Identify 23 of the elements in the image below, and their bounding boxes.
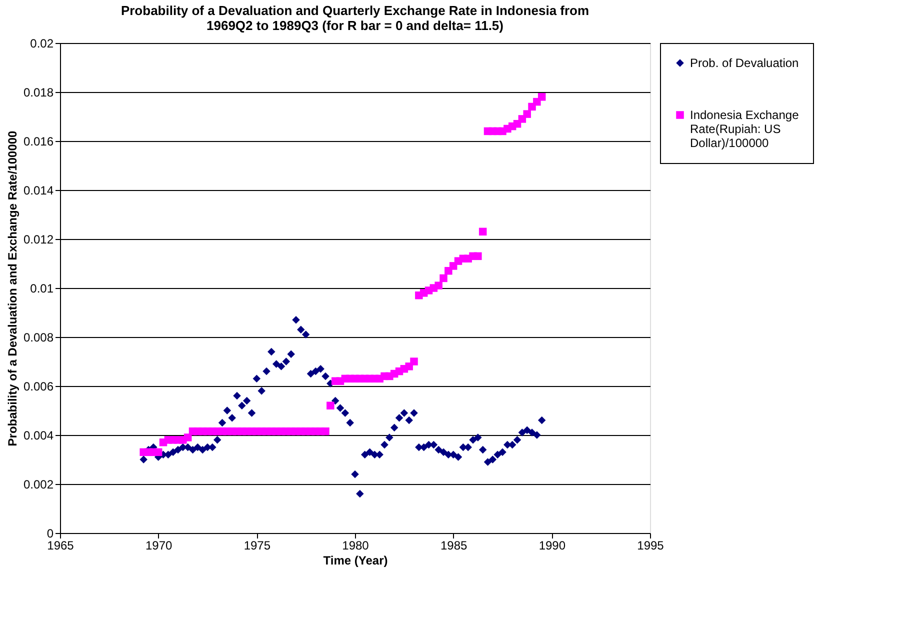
x-tick-label: 1970 — [145, 538, 173, 552]
y-tick-label: 0.018 — [23, 86, 54, 100]
y-tick-label: 0.002 — [23, 478, 54, 492]
y-tick-label: 0 — [46, 526, 54, 540]
y-tick-label: 0.016 — [23, 134, 54, 148]
x-tick-label: 1995 — [637, 538, 664, 552]
y-tick-label: 0.02 — [30, 36, 54, 50]
x-tick-label: 1985 — [440, 538, 468, 552]
y-tick-label: 0.004 — [23, 428, 54, 442]
x-tick-label: 1990 — [538, 538, 566, 552]
y-tick-label: 0.008 — [23, 330, 54, 344]
y-tick-label: 0.006 — [23, 380, 54, 394]
x-tick-label: 1980 — [342, 538, 370, 552]
chart-title: Probability of a Devaluation and Quarterly Exchange Rate in Indonesia from 1969Q2 to 1989Q3 (for R bar = 0 and delta= 11.5) — [120, 3, 590, 33]
x-axis-title: Time (Year) — [323, 554, 388, 568]
legend-label: Prob. of Devaluation — [690, 56, 799, 70]
legend-label: Indonesia Exchange Rate(Rupiah: US Dollar)/100000 — [690, 108, 800, 150]
y-tick-label: 0.01 — [30, 282, 54, 296]
x-tick-label: 1975 — [244, 538, 271, 552]
y-tick-label: 0.012 — [23, 232, 54, 246]
x-tick-label: 1965 — [47, 538, 74, 552]
y-axis-title: Probability of a Devaluation and Exchange Rate/100000 — [5, 130, 20, 446]
y-tick-label: 0.014 — [23, 184, 54, 198]
